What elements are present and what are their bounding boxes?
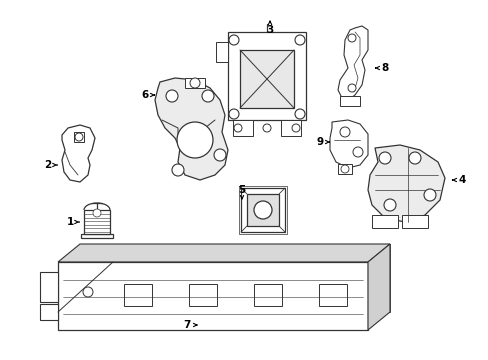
- Text: 9: 9: [316, 137, 328, 147]
- Text: 6: 6: [141, 90, 154, 100]
- Circle shape: [228, 35, 239, 45]
- Circle shape: [340, 165, 348, 173]
- Circle shape: [83, 287, 93, 297]
- Polygon shape: [84, 210, 110, 234]
- Polygon shape: [80, 244, 389, 312]
- Circle shape: [352, 147, 362, 157]
- Circle shape: [165, 90, 178, 102]
- Text: 7: 7: [183, 320, 197, 330]
- Bar: [189, 284, 217, 306]
- Polygon shape: [339, 96, 359, 106]
- Bar: [318, 284, 346, 306]
- Polygon shape: [281, 120, 301, 136]
- Polygon shape: [62, 125, 95, 182]
- Circle shape: [294, 109, 305, 119]
- Polygon shape: [81, 234, 113, 238]
- Circle shape: [263, 124, 270, 132]
- Circle shape: [228, 109, 239, 119]
- Text: 8: 8: [375, 63, 388, 73]
- Circle shape: [253, 201, 271, 219]
- Polygon shape: [246, 194, 279, 226]
- Polygon shape: [216, 42, 227, 62]
- Circle shape: [177, 122, 213, 158]
- Polygon shape: [58, 262, 367, 330]
- Text: 5: 5: [238, 185, 245, 199]
- Text: 1: 1: [66, 217, 79, 227]
- Polygon shape: [155, 78, 227, 180]
- Polygon shape: [329, 120, 367, 168]
- Bar: [253, 284, 282, 306]
- Circle shape: [93, 209, 101, 217]
- Circle shape: [172, 164, 183, 176]
- Circle shape: [291, 124, 299, 132]
- Polygon shape: [337, 26, 367, 100]
- Text: 4: 4: [452, 175, 465, 185]
- Circle shape: [378, 152, 390, 164]
- Polygon shape: [367, 145, 444, 222]
- Circle shape: [347, 84, 355, 92]
- Circle shape: [234, 124, 242, 132]
- Circle shape: [383, 199, 395, 211]
- Polygon shape: [401, 215, 427, 228]
- Polygon shape: [40, 304, 58, 320]
- Circle shape: [408, 152, 420, 164]
- Polygon shape: [240, 50, 293, 108]
- Circle shape: [202, 90, 214, 102]
- Circle shape: [75, 133, 83, 141]
- Circle shape: [190, 78, 200, 88]
- Polygon shape: [74, 132, 84, 142]
- Polygon shape: [184, 78, 204, 88]
- Circle shape: [423, 189, 435, 201]
- Polygon shape: [58, 244, 389, 262]
- Polygon shape: [227, 32, 305, 120]
- Circle shape: [294, 35, 305, 45]
- Polygon shape: [241, 188, 285, 232]
- Polygon shape: [367, 244, 389, 330]
- Text: 3: 3: [266, 21, 273, 35]
- Polygon shape: [232, 120, 252, 136]
- Circle shape: [214, 149, 225, 161]
- Bar: [124, 284, 152, 306]
- Polygon shape: [371, 215, 397, 228]
- Text: 2: 2: [44, 160, 57, 170]
- Polygon shape: [337, 164, 351, 174]
- Circle shape: [339, 127, 349, 137]
- Polygon shape: [40, 272, 58, 302]
- Circle shape: [347, 34, 355, 42]
